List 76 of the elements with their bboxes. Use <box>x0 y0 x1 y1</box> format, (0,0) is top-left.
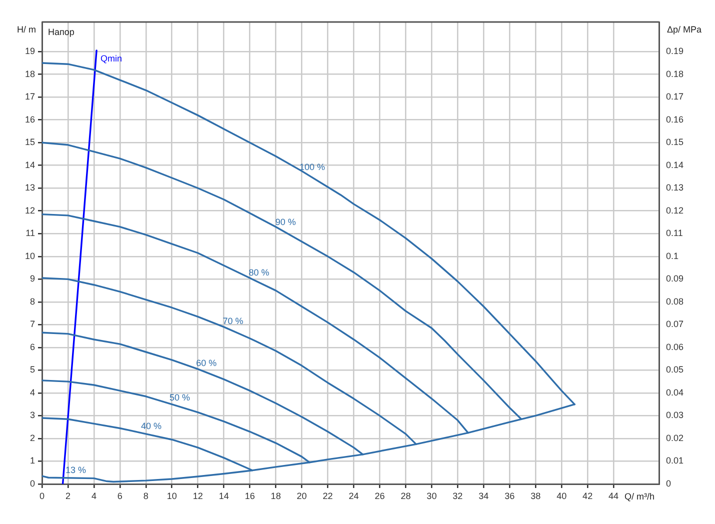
x-axis-title: Q/ m³/h <box>624 491 655 502</box>
y2-tick-label: 0.04 <box>666 387 684 398</box>
y2-tick-label: 0 <box>666 478 672 488</box>
y2-tick-label: 0.06 <box>666 342 684 352</box>
x-tick-label: 44 <box>608 490 619 501</box>
y2-tick-label: 0.16 <box>666 114 684 124</box>
y-tick-label: 12 <box>24 205 35 216</box>
x-tick-label: 22 <box>322 490 333 501</box>
annotation: Напор <box>48 26 74 37</box>
y-tick-label: 18 <box>24 68 35 79</box>
y-tick-label: 8 <box>30 296 35 306</box>
x-tick-label: 16 <box>244 490 255 501</box>
x-tick-label: 4 <box>91 490 96 501</box>
x-tick-label: 8 <box>143 490 148 501</box>
series-label: 60 % <box>196 358 217 368</box>
y2-tick-label: 0.09 <box>666 274 684 284</box>
y2-tick-label: 0.07 <box>666 319 684 330</box>
x-tick-label: 26 <box>374 490 385 501</box>
series-label: 40 % <box>140 421 162 432</box>
y2-tick-label: 0.14 <box>666 160 684 170</box>
y-tick-label: 11 <box>26 228 35 238</box>
series-label: 100 % <box>300 162 326 172</box>
x-tick-label: 32 <box>452 490 463 501</box>
y2-tick-label: 0.13 <box>666 182 684 193</box>
y-tick-label: 15 <box>24 137 35 148</box>
series-label: Qmin <box>100 53 122 64</box>
y2-tick-label: 0.02 <box>666 432 684 443</box>
x-tick-label: 6 <box>117 490 122 501</box>
y-tick-label: 5 <box>30 364 35 375</box>
y-tick-label: 17 <box>24 92 35 102</box>
x-tick-label: 30 <box>426 490 437 501</box>
y-tick-label: 14 <box>24 160 35 170</box>
series-label: 90 % <box>275 217 296 228</box>
y-tick-label: 9 <box>30 274 35 284</box>
x-tick-label: 2 <box>65 490 70 501</box>
x-tick-label: 12 <box>192 490 203 501</box>
y2-tick-label: 0.05 <box>666 364 684 375</box>
x-tick-label: 36 <box>504 490 515 501</box>
y2-tick-label: 0.17 <box>666 92 684 102</box>
x-tick-label: 10 <box>166 490 177 501</box>
y2-tick-label: 0.03 <box>666 410 684 420</box>
x-tick-label: 24 <box>348 490 359 501</box>
y-tick-label: 0 <box>30 478 35 488</box>
y2-tick-label: 0.18 <box>666 68 684 79</box>
y-tick-label: 4 <box>30 387 35 398</box>
x-tick-label: 18 <box>270 490 281 501</box>
y2-axis-title: Δp/ MPa <box>667 24 702 34</box>
y-tick-label: 19 <box>24 46 35 56</box>
y-tick-label: 6 <box>30 342 35 352</box>
y-tick-label: 16 <box>24 114 35 124</box>
y2-tick-label: 0.12 <box>666 205 684 216</box>
x-tick-label: 34 <box>478 490 489 501</box>
y-tick-label: 1 <box>30 456 35 466</box>
series-label: 70 % <box>222 316 244 326</box>
y-axis-title: H/ m <box>17 24 36 34</box>
y-tick-label: 10 <box>24 250 35 261</box>
y2-tick-label: 0.11 <box>666 228 683 238</box>
x-tick-label: 0 <box>39 490 45 501</box>
y-tick-label: 3 <box>30 410 35 420</box>
x-tick-label: 42 <box>582 490 593 501</box>
y2-tick-label: 0.08 <box>666 296 684 306</box>
annotation: 13 % <box>66 465 86 476</box>
y-tick-label: 7 <box>30 319 35 330</box>
x-tick-label: 28 <box>400 490 411 501</box>
y2-tick-label: 0.19 <box>666 46 684 56</box>
x-tick-label: 14 <box>218 490 229 501</box>
y-tick-label: 13 <box>24 182 35 193</box>
x-tick-label: 38 <box>530 490 541 501</box>
y2-tick-label: 0.1 <box>666 250 679 261</box>
series-label: 80 % <box>248 268 270 278</box>
y-tick-label: 2 <box>30 432 35 443</box>
x-tick-label: 40 <box>556 490 567 501</box>
y2-tick-label: 0.01 <box>666 456 684 466</box>
x-tick-label: 20 <box>296 490 307 501</box>
y2-tick-label: 0.15 <box>666 137 684 148</box>
series-label: 50 % <box>170 392 190 403</box>
